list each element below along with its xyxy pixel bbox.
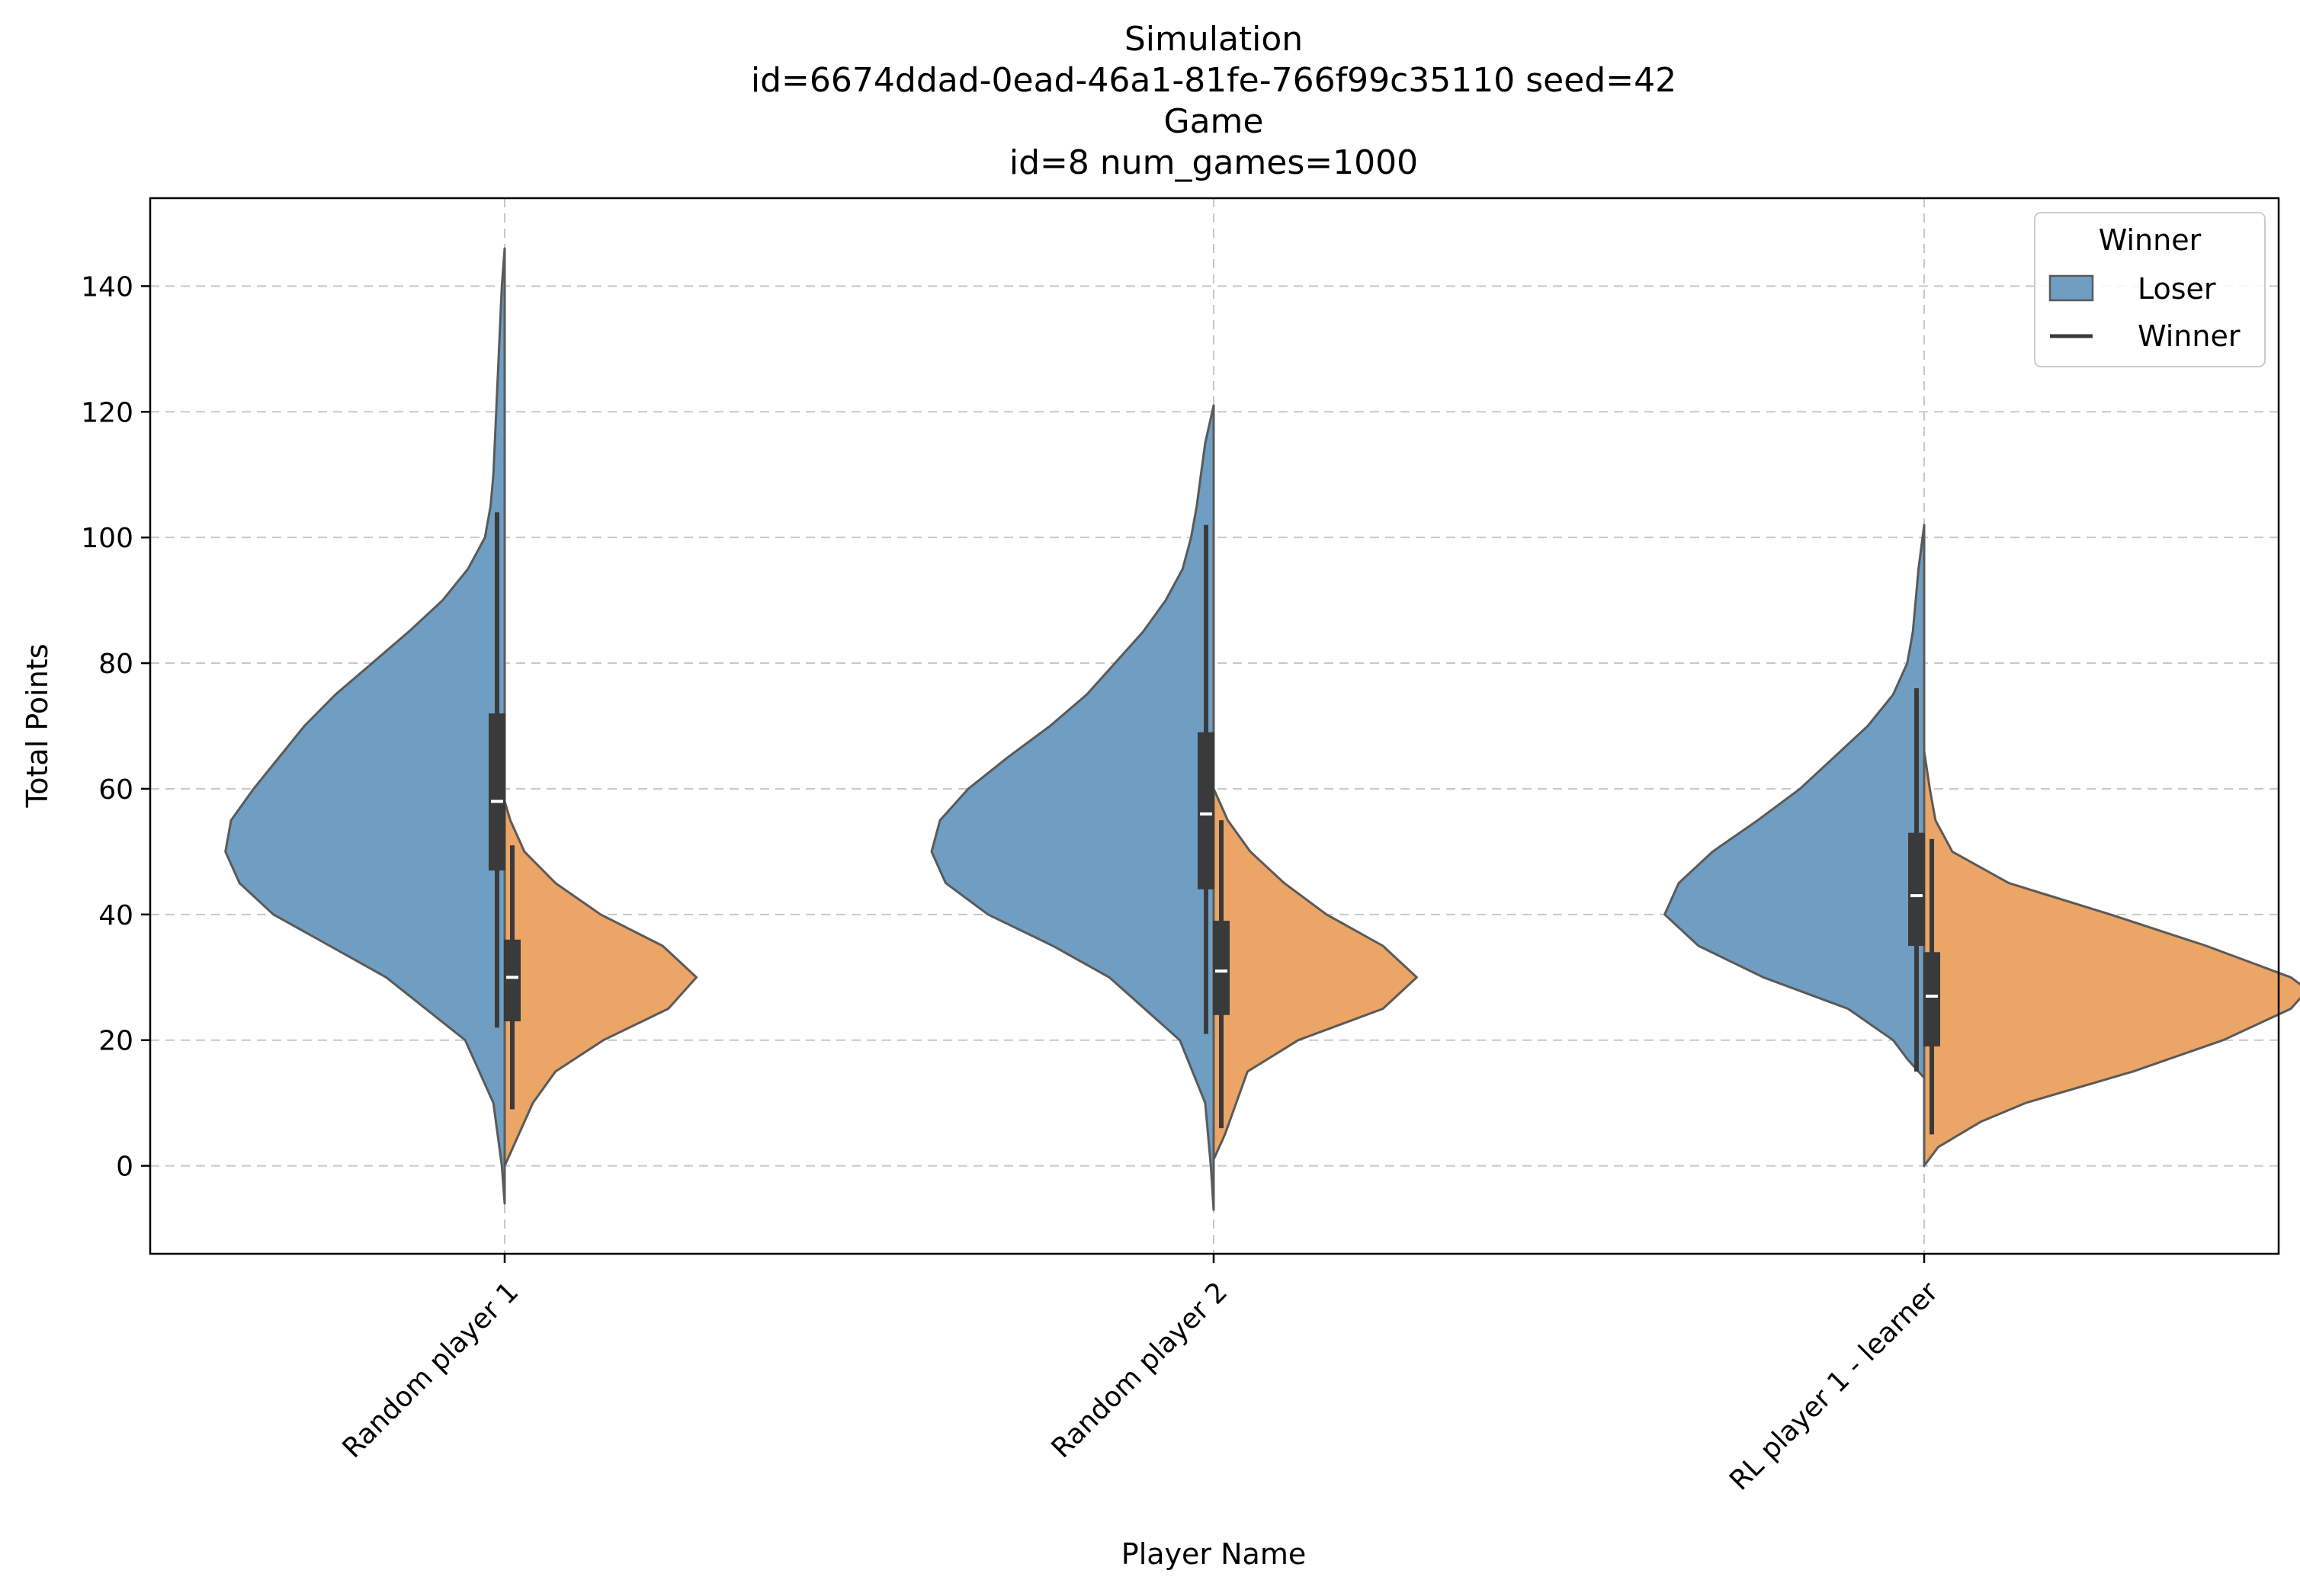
legend-winner-label: Winner <box>2138 319 2241 353</box>
box-iqr-winner-random-player-1 <box>504 939 521 1021</box>
violin-loser-random-player-2 <box>930 404 1215 1211</box>
violin-winner-random-player-2 <box>1212 787 1418 1161</box>
legend: Winner Loser Winner <box>2034 212 2266 367</box>
violin-loser-random-player-1 <box>224 247 506 1205</box>
box-iqr-winner-random-player-2 <box>1213 921 1230 1015</box>
legend-frame <box>2034 212 2266 367</box>
title-line-2: id=6674ddad-0ead-46a1-81fe-766f99c35110 … <box>751 61 1676 100</box>
y-tick-label: 40 <box>98 900 133 931</box>
legend-title: Winner <box>2099 223 2202 257</box>
title-line-3: Game <box>1164 102 1264 141</box>
y-tick-label: 20 <box>98 1026 133 1057</box>
box-iqr-loser-rl-player-1-learner <box>1908 832 1925 947</box>
y-tick-label: 60 <box>98 774 133 806</box>
violin-winner-random-player-1 <box>503 800 698 1168</box>
box-iqr-loser-random-player-2 <box>1198 732 1214 889</box>
violin-loser-rl-player-1-learner <box>1663 524 1926 1079</box>
legend-loser-label: Loser <box>2138 272 2216 306</box>
title-line-4: id=8 num_games=1000 <box>1009 143 1418 182</box>
y-axis-label: Total Points <box>21 644 54 809</box>
x-axis-label: Player Name <box>1121 1537 1306 1571</box>
chart-title: Simulation id=6674ddad-0ead-46a1-81fe-76… <box>751 20 1676 182</box>
legend-loser-patch <box>2048 274 2094 302</box>
violin-winner-rl-player-1-learner <box>1923 749 2300 1168</box>
y-tick-label: 120 <box>81 397 133 428</box>
y-tick-label: 140 <box>81 271 133 303</box>
y-tick-label: 0 <box>116 1152 133 1183</box>
box-iqr-loser-random-player-1 <box>489 713 505 871</box>
y-tick-label: 80 <box>98 649 133 680</box>
box-iqr-winner-rl-player-1-learner <box>1923 952 1940 1046</box>
y-tick-label: 100 <box>81 523 133 554</box>
title-line-1: Simulation <box>1124 20 1303 59</box>
box-plots <box>489 512 1940 1135</box>
violins <box>224 247 2300 1211</box>
